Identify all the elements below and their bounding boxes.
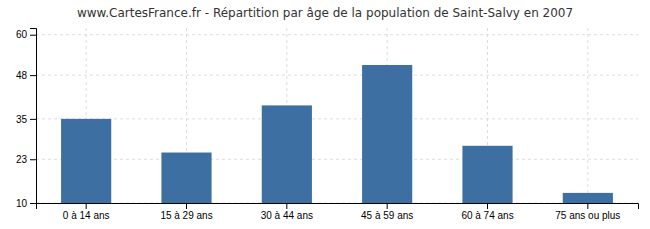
tick-mark — [387, 203, 388, 209]
tick: 15 à 29 ans — [160, 203, 212, 221]
bar — [161, 153, 211, 203]
tick-label: 60 — [16, 29, 28, 40]
tick: 30 à 44 ans — [261, 203, 313, 221]
bar — [563, 193, 613, 203]
tick: 45 à 59 ans — [361, 203, 413, 221]
tick: 23 — [16, 154, 36, 165]
tick: 60 — [16, 29, 36, 40]
bar — [61, 119, 111, 203]
bar — [362, 65, 412, 203]
tick-label: 48 — [16, 70, 28, 81]
chart: 0 à 14 ans 15 à 29 ans 30 à 44 ans 45 à 59 … — [0, 0, 650, 229]
axis-line — [37, 204, 639, 210]
tick-mark — [186, 203, 187, 209]
tick-label: 75 ans ou plus — [555, 210, 620, 221]
tick: 35 — [16, 114, 36, 125]
tick-mark — [30, 159, 36, 160]
tick-label: 23 — [16, 154, 28, 165]
tick-mark — [30, 119, 36, 120]
grid-line — [36, 159, 638, 160]
tick-mark — [286, 203, 287, 209]
title: www.CartesFrance.fr - Répartition par âg… — [77, 6, 573, 20]
tick: 75 ans ou plus — [555, 203, 620, 221]
x-axis: 0 à 14 ans 15 à 29 ans 30 à 44 ans 45 à 59 … — [37, 203, 639, 221]
grid-line — [36, 34, 638, 35]
plot: 0 à 14 ans 15 à 29 ans 30 à 44 ans 45 à 59 … — [16, 28, 639, 229]
tick-mark — [30, 203, 36, 204]
tick-mark — [487, 203, 488, 209]
bars — [61, 65, 613, 203]
y-axis: 10 23 35 48 60 — [16, 29, 37, 209]
tick-mark — [86, 203, 87, 209]
bar — [262, 105, 312, 203]
tick-label: 35 — [16, 114, 28, 125]
tick-label: 30 à 44 ans — [261, 210, 313, 221]
tick: 10 — [16, 198, 36, 209]
tick-label: 15 à 29 ans — [160, 210, 212, 221]
grid-line — [587, 28, 588, 203]
tick: 48 — [16, 70, 36, 81]
axis-line — [30, 29, 37, 204]
bar — [462, 146, 512, 203]
tick-mark — [30, 35, 36, 36]
tick-label: 0 à 14 ans — [63, 210, 110, 221]
grid-line — [36, 75, 638, 76]
tick-label: 10 — [16, 198, 28, 209]
grid-line — [36, 118, 638, 119]
tick-label: 45 à 59 ans — [361, 210, 413, 221]
tick-mark — [30, 75, 36, 76]
tick-mark — [587, 203, 588, 209]
tick-label: 60 à 74 ans — [461, 210, 513, 221]
grid — [36, 28, 638, 203]
tick: 0 à 14 ans — [63, 203, 110, 221]
tick: 60 à 74 ans — [461, 203, 513, 221]
